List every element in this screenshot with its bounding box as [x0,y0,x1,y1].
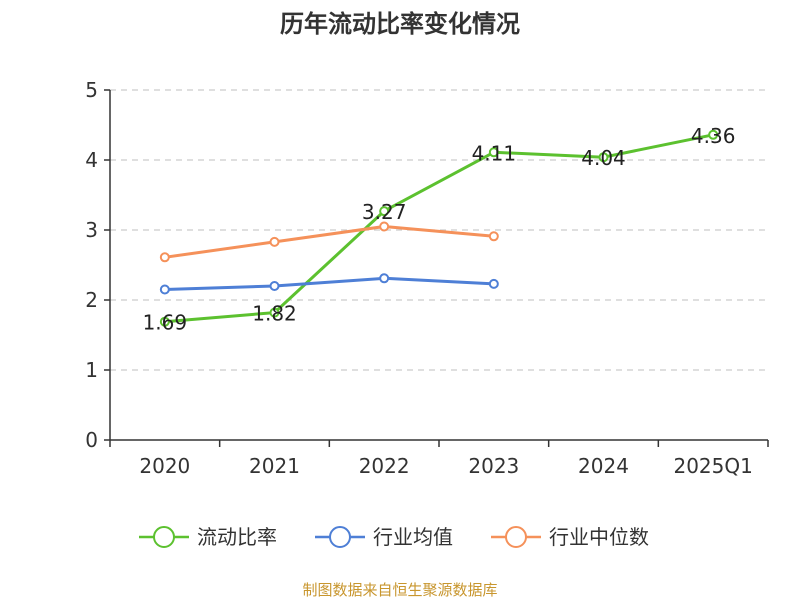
data-point [488,147,499,158]
data-point [269,281,280,291]
legend-swatch-marker [505,526,527,548]
data-label: 1.82 [252,302,297,326]
x-tick-label: 2023 [468,454,519,478]
data-point [269,307,280,318]
data-point [159,284,170,295]
data-point [708,129,719,140]
data-label: 4.04 [581,146,626,170]
axes: 0 1 2 3 4 5 2020 2021 2022 2023 2024 2025Q1 [85,78,769,478]
data-label: 4.36 [691,124,736,148]
series-line-2 [164,225,494,259]
legend-label: 流动比率 [197,525,277,549]
series-layer [159,129,719,327]
legend-label: 行业均值 [373,525,453,549]
x-tick-label: 2021 [249,454,300,478]
data-label: 4.11 [472,141,517,165]
x-tick-label: 2025Q1 [673,454,752,478]
y-tick-label: 5 [85,78,98,102]
y-tick-label: 4 [85,148,98,172]
data-point [379,273,390,284]
data-point [379,206,390,217]
x-tick-label: 2022 [359,454,410,478]
y-tick-label: 3 [85,218,98,242]
legend-label: 行业中位数 [549,525,649,549]
data-point [598,152,609,163]
y-tick-label: 1 [85,358,98,382]
chart-title: 历年流动比率变化情况 [280,10,520,38]
legend-swatch-marker [329,526,351,548]
series-line-0 [164,133,714,324]
source-note: 制图数据来自恒生聚源数据库 [302,581,497,599]
data-label: 3.27 [362,200,407,224]
data-point [379,221,390,232]
data-point [269,236,280,247]
data-label: 1.69 [143,311,188,335]
legend-swatch-marker [153,526,175,548]
data-point [488,278,499,289]
x-tick-label: 2024 [578,454,629,478]
data-point [159,316,170,327]
y-tick-label: 2 [85,288,98,312]
y-tick-label: 0 [85,428,98,452]
data-point [488,231,499,242]
data-point [159,252,170,263]
x-tick-label: 2020 [139,454,190,478]
series-line-1 [164,276,494,291]
data-labels: 1.69 1.82 3.27 4.11 4.04 4.36 [143,124,736,335]
legend: 流动比率 行业均值 行业中位数 [139,525,649,549]
